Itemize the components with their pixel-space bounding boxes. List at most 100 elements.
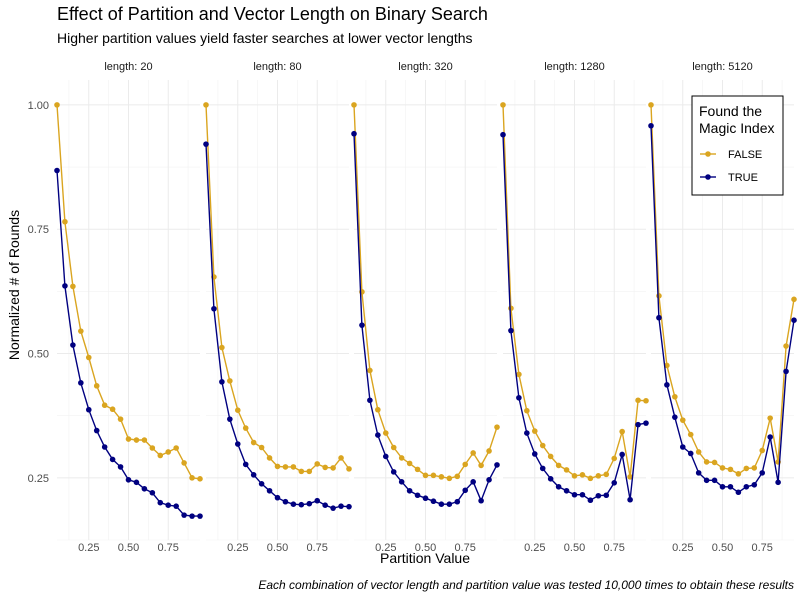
data-point-false (430, 472, 437, 479)
data-point-false (643, 397, 649, 404)
facet-label: length: 80 (253, 61, 301, 73)
data-point-false (719, 465, 726, 471)
data-point-false (508, 305, 514, 312)
data-point-true (382, 453, 389, 460)
data-point-false (711, 459, 718, 466)
data-point-false (486, 448, 492, 454)
data-point-true (719, 483, 726, 490)
data-point-false (672, 393, 678, 400)
data-point-true (743, 483, 750, 490)
x-axis-label: Partition Value (380, 550, 470, 566)
data-point-true (703, 477, 710, 484)
data-point-true (735, 489, 742, 496)
data-point-false (149, 445, 156, 451)
data-point-false (367, 367, 373, 374)
data-point-false (282, 464, 289, 470)
data-point-true (109, 456, 116, 463)
data-point-true (579, 491, 586, 498)
data-point-true (430, 498, 437, 505)
data-point-false (759, 447, 766, 454)
data-point-false (547, 453, 554, 460)
data-point-false (351, 102, 357, 108)
data-point-true (157, 499, 164, 506)
data-point-false (109, 406, 116, 413)
data-point-false (133, 437, 140, 443)
data-point-false (743, 465, 750, 472)
data-point-true (351, 130, 357, 137)
data-point-true (516, 394, 522, 401)
x-tick-label: 0.25 (227, 542, 248, 554)
data-point-true (173, 503, 179, 509)
data-point-true (250, 472, 257, 478)
facet-panel-80: length: 80 0.25 0.50 0.75 (203, 61, 352, 554)
data-point-true (390, 469, 397, 475)
data-point-true (242, 461, 249, 468)
data-point-false (571, 473, 578, 479)
data-point-true (446, 501, 453, 507)
data-point-false (656, 293, 662, 299)
data-point-false (516, 371, 522, 378)
data-point-false (274, 463, 281, 470)
data-point-false (258, 444, 265, 451)
y-axis-label: Normalized # of Rounds (6, 210, 22, 360)
data-point-true (398, 479, 405, 485)
data-point-false (478, 462, 484, 469)
legend-key-point (705, 174, 711, 180)
data-point-true (695, 470, 702, 476)
data-point-false (648, 102, 654, 108)
data-point-false (687, 431, 694, 438)
data-point-false (375, 406, 381, 413)
data-point-false (306, 468, 313, 475)
data-point-true (314, 497, 321, 504)
data-point-false (165, 449, 172, 455)
data-point-false (679, 417, 686, 423)
data-point-false (203, 102, 209, 108)
x-tick-label: 0.50 (118, 542, 139, 554)
data-point-true (751, 482, 758, 488)
data-point-true (101, 444, 108, 450)
data-point-false (227, 378, 233, 384)
data-point-true (149, 489, 156, 496)
x-tick-label: 0.75 (307, 542, 328, 554)
x-tick-label: 0.75 (752, 542, 773, 554)
data-point-false (494, 424, 500, 430)
x-tick-label: 0.75 (604, 542, 625, 554)
data-point-false (703, 459, 710, 465)
data-point-true (500, 131, 506, 138)
data-point-true (555, 483, 562, 490)
y-tick-label: 0.50 (28, 349, 49, 361)
data-point-false (462, 461, 469, 468)
data-point-false (338, 455, 344, 461)
data-point-true (643, 420, 649, 426)
data-point-false (117, 416, 124, 422)
data-point-true (93, 427, 100, 434)
data-point-false (330, 465, 336, 471)
data-point-true (406, 487, 413, 494)
data-point-false (603, 471, 610, 478)
data-point-true (189, 513, 195, 519)
data-point-false (611, 455, 618, 462)
data-point-false (539, 442, 546, 449)
data-point-true (438, 501, 445, 507)
data-point-false (234, 407, 241, 414)
data-point-false (62, 218, 68, 225)
data-point-false (101, 402, 108, 409)
data-point-true (611, 480, 618, 486)
data-point-true (219, 379, 225, 385)
x-tick-label: 0.75 (455, 542, 476, 554)
data-point-true (656, 314, 662, 321)
data-point-true (494, 462, 500, 468)
data-point-false (727, 466, 734, 473)
data-point-true (571, 491, 578, 498)
data-point-true (367, 397, 373, 404)
data-point-false (266, 455, 273, 461)
data-point-true (322, 502, 328, 508)
data-point-false (346, 466, 352, 472)
y-tick-label: 1.00 (28, 100, 49, 112)
x-tick-label: 0.25 (672, 542, 693, 554)
data-point-true (619, 451, 625, 458)
data-point-false (125, 436, 132, 442)
data-point-true (346, 503, 352, 510)
data-point-false (470, 450, 476, 456)
data-point-false (555, 462, 562, 469)
